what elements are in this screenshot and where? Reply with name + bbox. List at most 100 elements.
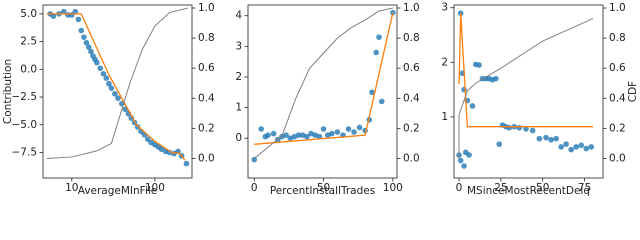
data-point	[81, 34, 87, 40]
y2-tick-label: 0.2	[403, 122, 420, 134]
x-axis-label: MSinceMostRecentDelq	[467, 185, 590, 197]
data-point	[106, 80, 112, 87]
y2-tick-label: 0.8	[403, 32, 420, 44]
data-point	[568, 146, 574, 153]
x-tick-label: 25	[494, 182, 507, 194]
x-tick-label: 0	[251, 182, 258, 194]
data-point	[134, 124, 141, 130]
x-tick-label: 100	[145, 182, 165, 194]
x-tick-label: 100	[383, 182, 403, 194]
y2-tick-label: 1.0	[609, 2, 626, 14]
y-tick-label: 2	[235, 71, 242, 83]
y2-tick-label: 0.4	[198, 92, 215, 104]
data-point	[50, 13, 57, 19]
data-point	[112, 90, 118, 97]
data-point	[469, 103, 476, 109]
data-point	[461, 86, 467, 93]
y-tick-label: 4	[235, 10, 242, 22]
data-point	[378, 98, 385, 105]
data-point	[516, 124, 523, 131]
x-axis-label: AverageMInFile	[78, 185, 158, 197]
data-point	[183, 160, 190, 167]
data-point	[265, 132, 271, 138]
data-point	[548, 136, 554, 143]
data-point	[60, 8, 67, 15]
data-point	[115, 95, 121, 101]
data-point	[78, 27, 85, 34]
y-tick-label: −5.0	[12, 119, 38, 131]
data-point	[476, 62, 482, 68]
y-tick-label: −7.5	[12, 146, 38, 158]
data-point	[376, 34, 382, 40]
data-point	[283, 132, 289, 138]
data-point	[258, 126, 264, 132]
y-tick-label: 5.0	[20, 8, 37, 20]
y2-tick-label: 0.4	[403, 92, 420, 104]
data-point	[85, 44, 92, 50]
data-point	[457, 157, 464, 164]
data-point	[75, 16, 82, 23]
y2-tick-label: 1.0	[198, 2, 215, 14]
axes-frame	[247, 4, 398, 179]
line	[254, 12, 394, 145]
y2-axis-label: CDF	[627, 81, 639, 102]
y-tick-label: 1	[235, 102, 242, 114]
y-tick-label: −2.5	[12, 91, 38, 103]
data-point	[466, 152, 472, 158]
data-point	[316, 133, 323, 140]
data-point	[88, 48, 94, 55]
data-point	[158, 146, 165, 152]
x-axis-label: PercentInstallTrades	[270, 185, 375, 197]
data-point	[588, 144, 595, 150]
x-tick-label: 0	[456, 182, 463, 194]
data-point	[506, 124, 513, 131]
chart: 10 100−7.5−5.0−2.50.02.55.00.00.20.40.60.…	[2, 2, 639, 197]
data-point	[270, 130, 277, 137]
y2-tick-label: 0.4	[609, 92, 626, 104]
y2-tick-label: 0.6	[403, 62, 420, 74]
line	[46, 7, 189, 159]
data-point	[97, 65, 104, 72]
data-point	[83, 39, 90, 46]
data-point	[108, 85, 115, 91]
y2-tick-label: 0.6	[609, 62, 626, 74]
line	[46, 13, 186, 161]
data-point	[553, 135, 559, 142]
line	[458, 18, 594, 159]
data-point	[496, 141, 503, 147]
y2-tick-label: 0.2	[198, 122, 215, 134]
y2-tick-label: 0.6	[198, 62, 215, 74]
y2-tick-label: 0.0	[609, 152, 626, 164]
y2-tick-label: 0.8	[609, 32, 626, 44]
y-tick-label: 2	[441, 56, 448, 68]
line	[253, 7, 393, 159]
x-tick-label: 50	[317, 182, 330, 194]
data-point	[166, 149, 173, 156]
data-point	[373, 49, 380, 56]
data-point	[563, 141, 569, 147]
data-point	[356, 124, 363, 131]
y-axis-label: Contribution	[2, 59, 14, 124]
x-tick-label: 75	[578, 182, 591, 194]
data-point	[543, 134, 549, 141]
y-tick-label: 3	[235, 40, 242, 52]
y2-tick-label: 0.0	[403, 152, 420, 164]
y-tick-label: 0	[235, 132, 242, 144]
data-point	[578, 142, 585, 149]
line	[458, 13, 593, 128]
data-point	[103, 75, 110, 81]
data-point	[461, 163, 467, 169]
y2-tick-label: 0.0	[198, 152, 215, 164]
y2-tick-label: 0.8	[198, 32, 215, 44]
data-point	[351, 129, 357, 135]
data-point	[100, 70, 107, 77]
y2-tick-label: 0.2	[609, 122, 626, 134]
data-point	[329, 130, 335, 137]
data-point	[583, 145, 590, 152]
data-point	[334, 129, 341, 135]
axes-frame	[453, 4, 604, 179]
data-point	[320, 126, 327, 132]
data-point	[295, 132, 302, 138]
data-point	[72, 8, 79, 15]
y-tick-label: 3	[441, 2, 448, 14]
